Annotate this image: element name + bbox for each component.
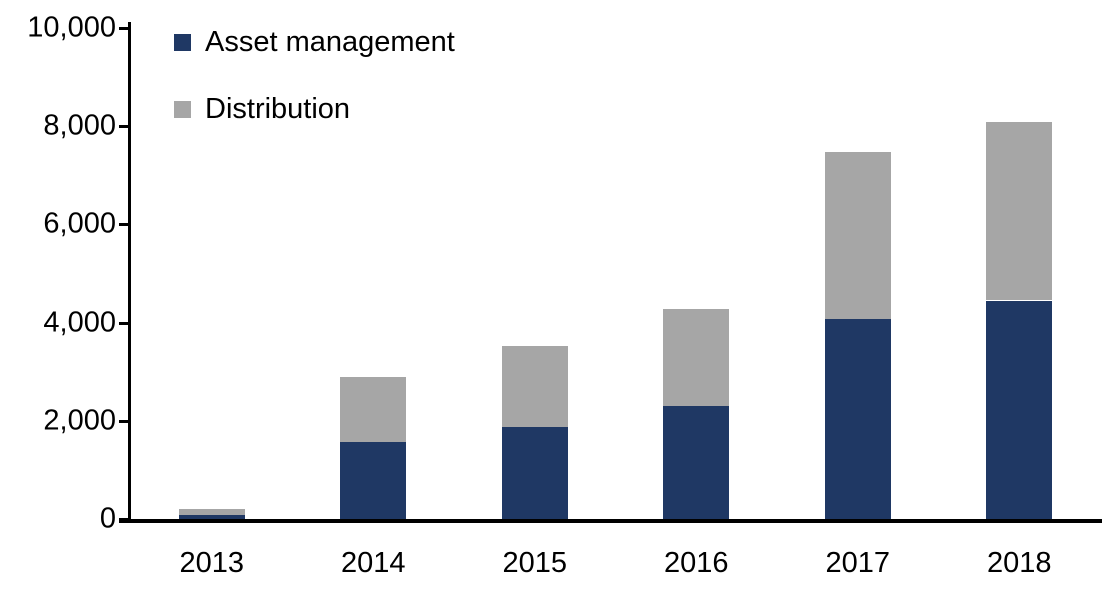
bar-segment-distribution-2017 <box>824 152 891 319</box>
x-axis-label-2017: 2017 <box>825 547 891 579</box>
x-axis-label-2015: 2015 <box>502 547 568 579</box>
y-tick-label: 8,000 <box>43 109 116 142</box>
legend-swatch-asset-management-icon <box>174 33 191 51</box>
x-axis-label-2018: 2018 <box>986 547 1052 579</box>
y-tick-label: 4,000 <box>43 306 116 339</box>
legend-swatch-distribution-icon <box>174 100 191 118</box>
legend-item-asset-management: Asset management <box>174 27 455 57</box>
x-axis-label-2016: 2016 <box>663 547 729 579</box>
x-axis-line <box>119 519 1102 523</box>
y-tick-label: 10,000 <box>27 11 116 44</box>
bar-segment-asset-management-2013 <box>178 515 245 519</box>
bar-segment-asset-management-2016 <box>663 406 730 519</box>
bar-segment-distribution-2016 <box>663 308 730 407</box>
bar-segment-asset-management-2014 <box>340 441 407 519</box>
y-tick-mark <box>119 321 131 325</box>
bar-segment-asset-management-2017 <box>824 318 891 519</box>
y-tick-mark <box>119 125 131 129</box>
chart-legend: Asset management Distribution <box>174 27 455 161</box>
y-tick-mark <box>119 27 131 30</box>
legend-item-distribution: Distribution <box>174 94 455 124</box>
x-axis-label-2013: 2013 <box>179 547 245 579</box>
y-tick-label: 2,000 <box>43 404 116 437</box>
y-tick-label: 6,000 <box>43 207 116 240</box>
bar-segment-distribution-2018 <box>986 122 1053 301</box>
bar-segment-distribution-2014 <box>340 376 407 442</box>
y-axis-line <box>128 22 131 523</box>
bar-segment-asset-management-2015 <box>501 426 568 519</box>
bar-segment-asset-management-2018 <box>986 300 1053 519</box>
legend-label: Asset management <box>205 26 455 58</box>
y-tick-mark <box>119 419 131 423</box>
bar-segment-distribution-2015 <box>501 345 568 427</box>
bar-segment-distribution-2013 <box>178 509 245 516</box>
y-tick-label: 0 <box>99 502 116 535</box>
y-tick-mark <box>119 518 131 521</box>
x-axis-label-2014: 2014 <box>340 547 406 579</box>
legend-label: Distribution <box>205 93 351 125</box>
y-tick-mark <box>119 223 131 227</box>
